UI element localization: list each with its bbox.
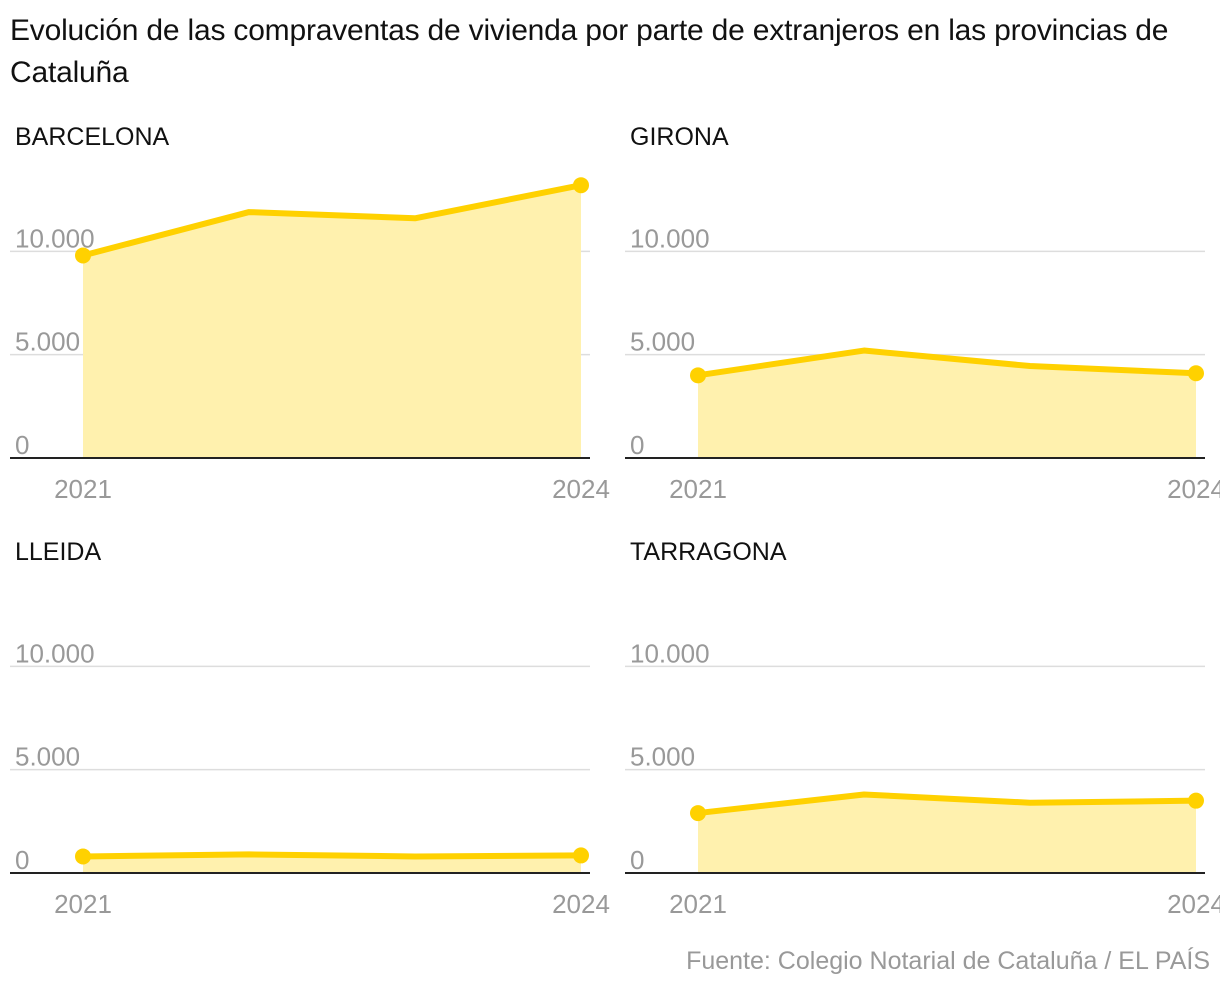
panel-title-tarragona: TARRAGONA	[630, 538, 787, 566]
x-tick-label: 2021	[54, 474, 112, 504]
y-tick-label: 5.000	[630, 327, 695, 357]
chart-tarragona: 0 5.000 10.000 2021 2024	[625, 636, 1220, 919]
point-2024	[573, 847, 589, 864]
chart-lleida: 0 5.000 10.000 2021 2024	[10, 636, 610, 919]
chart-barcelona: 0 5.000 10.000 2021 2024	[10, 177, 610, 504]
y-tick-label: 0	[630, 845, 644, 875]
x-tick-label: 2024	[552, 889, 610, 919]
x-tick-label: 2024	[1167, 889, 1220, 919]
x-tick-label: 2024	[1167, 474, 1220, 504]
y-tick-label: 0	[15, 845, 29, 875]
y-tick-label: 0	[630, 430, 644, 460]
chart-girona: 0 5.000 10.000 2021 2024	[625, 221, 1220, 504]
y-tick-label: 0	[15, 430, 29, 460]
panel-tarragona: TARRAGONA 0 5.000 10.000 2021 2024	[625, 537, 1220, 937]
panel-title-lleida: LLEIDA	[15, 538, 102, 566]
point-2021	[75, 848, 91, 865]
point-2024	[1188, 365, 1204, 382]
x-tick-label: 2021	[669, 474, 727, 504]
panel-barcelona: BARCELONA 0 5.000 10.000 2021 2024	[10, 122, 610, 522]
series-line-tarragona	[695, 791, 1199, 817]
point-2024	[1188, 792, 1204, 809]
panel-lleida: LLEIDA 0 5.000 10.000 2021 2024	[10, 537, 610, 937]
y-tick-label: 10.000	[15, 223, 95, 253]
point-2024	[573, 177, 589, 194]
chart-title: Evolución de las compraventas de viviend…	[10, 14, 1169, 89]
panel-title-girona: GIRONA	[630, 123, 729, 151]
point-2021	[75, 247, 91, 264]
y-tick-label: 5.000	[15, 327, 80, 357]
y-tick-label: 10.000	[630, 638, 710, 668]
x-tick-label: 2024	[552, 474, 610, 504]
point-2021	[690, 805, 706, 822]
x-tick-label: 2021	[54, 889, 112, 919]
series-line-barcelona	[80, 182, 584, 259]
y-tick-label: 10.000	[630, 223, 710, 253]
x-tick-label: 2021	[669, 889, 727, 919]
area-girona	[698, 350, 1196, 458]
point-2021	[690, 367, 706, 384]
area-tarragona	[698, 794, 1196, 873]
source-note: Fuente: Colegio Notarial de Cataluña / E…	[686, 947, 1210, 975]
y-tick-label: 5.000	[15, 742, 80, 772]
y-tick-label: 10.000	[15, 638, 95, 668]
series-line-lleida	[80, 851, 584, 860]
area-barcelona	[83, 185, 581, 458]
panel-girona: GIRONA 0 5.000 10.000 2021 2024	[625, 122, 1220, 522]
series-line-girona	[695, 347, 1199, 379]
panel-title-barcelona: BARCELONA	[15, 123, 170, 151]
y-tick-label: 5.000	[630, 742, 695, 772]
